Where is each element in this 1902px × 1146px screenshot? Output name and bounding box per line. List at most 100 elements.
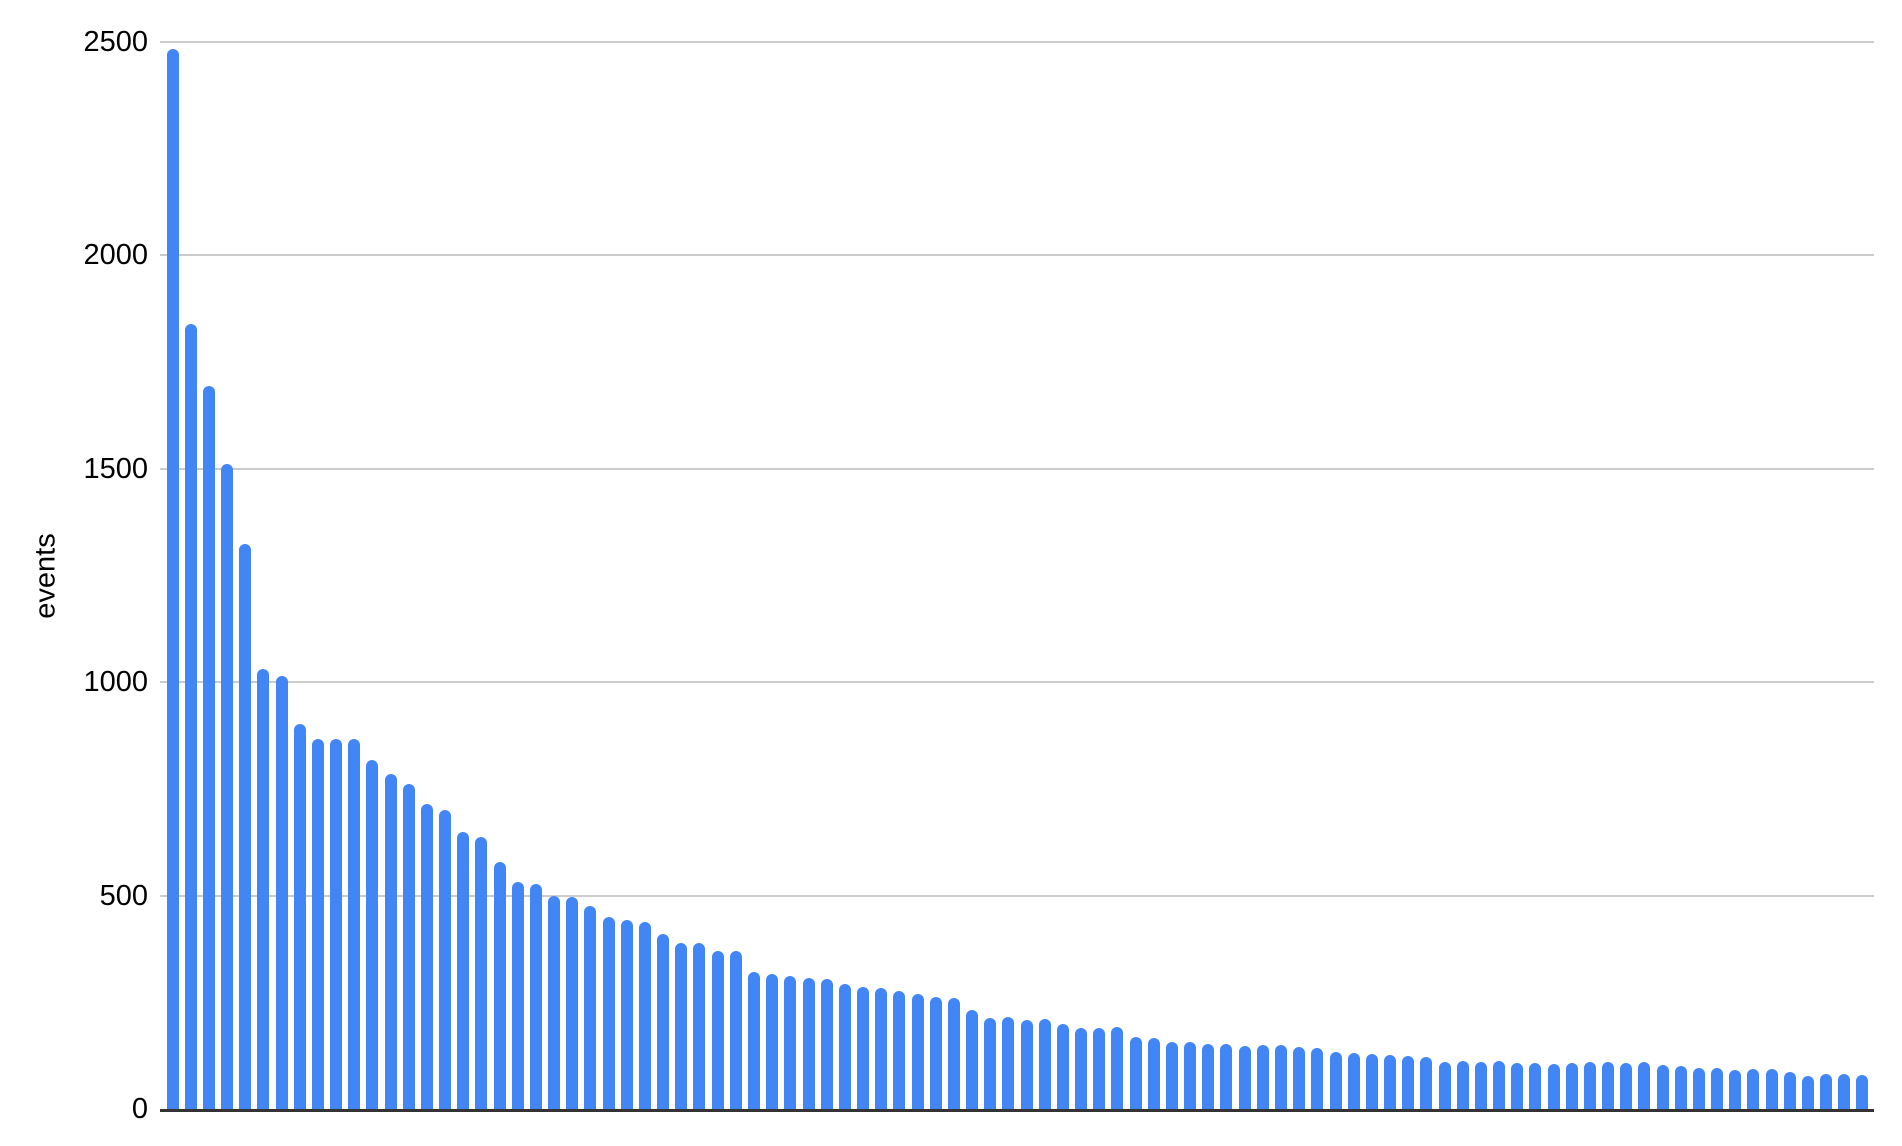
- bar[interactable]: [911, 993, 924, 1109]
- y-tick-label: 2000: [83, 239, 148, 272]
- bar[interactable]: [1165, 1041, 1178, 1109]
- bar[interactable]: [239, 544, 252, 1109]
- bar[interactable]: [1256, 1044, 1269, 1109]
- bar[interactable]: [1038, 1019, 1051, 1109]
- bar[interactable]: [475, 837, 488, 1109]
- bar[interactable]: [1529, 1062, 1542, 1109]
- bar[interactable]: [1820, 1074, 1833, 1109]
- bar[interactable]: [620, 920, 633, 1109]
- bar[interactable]: [439, 810, 452, 1109]
- bar[interactable]: [420, 804, 433, 1109]
- bar[interactable]: [1583, 1062, 1596, 1109]
- bar[interactable]: [1856, 1074, 1869, 1109]
- bar[interactable]: [602, 917, 615, 1109]
- bar[interactable]: [311, 738, 324, 1109]
- bar[interactable]: [1093, 1027, 1106, 1109]
- bar[interactable]: [857, 986, 870, 1109]
- bar[interactable]: [838, 983, 851, 1109]
- bar[interactable]: [202, 386, 215, 1109]
- bar[interactable]: [566, 897, 579, 1109]
- bar[interactable]: [766, 974, 779, 1109]
- bar[interactable]: [1511, 1062, 1524, 1109]
- bar[interactable]: [257, 668, 270, 1109]
- bar[interactable]: [330, 739, 343, 1109]
- bar[interactable]: [529, 884, 542, 1109]
- bar[interactable]: [748, 972, 760, 1109]
- bar[interactable]: [221, 463, 234, 1109]
- gridline: [160, 254, 1874, 257]
- bar[interactable]: [548, 896, 561, 1109]
- bar[interactable]: [1147, 1037, 1160, 1109]
- bar[interactable]: [657, 934, 670, 1109]
- bar[interactable]: [984, 1018, 997, 1109]
- bar[interactable]: [584, 906, 597, 1109]
- bar[interactable]: [384, 773, 397, 1109]
- bar[interactable]: [1801, 1075, 1814, 1109]
- bar[interactable]: [1783, 1071, 1796, 1109]
- bar[interactable]: [402, 784, 415, 1109]
- bar[interactable]: [693, 943, 706, 1109]
- bar[interactable]: [1020, 1020, 1033, 1109]
- bar[interactable]: [184, 323, 197, 1109]
- bar[interactable]: [966, 1009, 979, 1109]
- bar[interactable]: [1384, 1055, 1397, 1109]
- bar[interactable]: [1747, 1068, 1760, 1109]
- bar[interactable]: [1311, 1047, 1324, 1109]
- bar[interactable]: [493, 861, 506, 1109]
- bar[interactable]: [1547, 1064, 1560, 1109]
- bar[interactable]: [1602, 1062, 1615, 1109]
- bar[interactable]: [457, 832, 470, 1109]
- bar[interactable]: [1347, 1053, 1360, 1109]
- bar[interactable]: [1129, 1036, 1142, 1109]
- bar[interactable]: [947, 997, 960, 1109]
- bar[interactable]: [675, 942, 688, 1109]
- bar[interactable]: [511, 882, 524, 1109]
- bar[interactable]: [1402, 1056, 1415, 1109]
- bar[interactable]: [1565, 1062, 1578, 1109]
- bar[interactable]: [784, 976, 797, 1109]
- bar[interactable]: [1620, 1062, 1633, 1109]
- bar[interactable]: [875, 988, 888, 1109]
- gridline: [160, 41, 1874, 43]
- bar[interactable]: [1075, 1027, 1088, 1109]
- bar[interactable]: [1184, 1042, 1197, 1109]
- bar[interactable]: [1056, 1023, 1069, 1109]
- bar[interactable]: [1438, 1061, 1451, 1109]
- bar[interactable]: [729, 951, 742, 1109]
- bar[interactable]: [1420, 1056, 1433, 1109]
- bar[interactable]: [166, 49, 179, 1109]
- bar[interactable]: [802, 977, 815, 1109]
- bar[interactable]: [348, 738, 361, 1109]
- bar[interactable]: [1202, 1044, 1215, 1109]
- bar[interactable]: [638, 922, 651, 1109]
- bar[interactable]: [275, 676, 288, 1109]
- bar[interactable]: [1838, 1074, 1851, 1109]
- bar[interactable]: [1274, 1045, 1287, 1109]
- bar[interactable]: [1293, 1047, 1306, 1109]
- bar[interactable]: [1692, 1068, 1705, 1109]
- bar[interactable]: [1674, 1065, 1687, 1109]
- y-tick-label: 1000: [83, 666, 148, 699]
- bar[interactable]: [1638, 1062, 1651, 1109]
- bar[interactable]: [929, 996, 942, 1109]
- bar[interactable]: [1493, 1061, 1506, 1109]
- bar[interactable]: [1765, 1068, 1778, 1109]
- y-tick-label: 2500: [83, 26, 148, 58]
- bar[interactable]: [1365, 1053, 1378, 1109]
- bar[interactable]: [1656, 1065, 1669, 1109]
- bar[interactable]: [711, 950, 724, 1109]
- bar[interactable]: [893, 991, 906, 1109]
- bar[interactable]: [1729, 1070, 1742, 1109]
- bar[interactable]: [1111, 1027, 1124, 1109]
- bar[interactable]: [1711, 1068, 1724, 1109]
- bar[interactable]: [1474, 1062, 1487, 1109]
- bar[interactable]: [1002, 1016, 1015, 1109]
- bar[interactable]: [1329, 1051, 1342, 1109]
- bar[interactable]: [1238, 1045, 1251, 1109]
- bar[interactable]: [1456, 1061, 1469, 1109]
- y-tick-label: 0: [131, 1093, 148, 1125]
- bar[interactable]: [1220, 1044, 1233, 1109]
- bar[interactable]: [366, 760, 379, 1109]
- bar[interactable]: [820, 979, 833, 1109]
- bar[interactable]: [293, 724, 306, 1109]
